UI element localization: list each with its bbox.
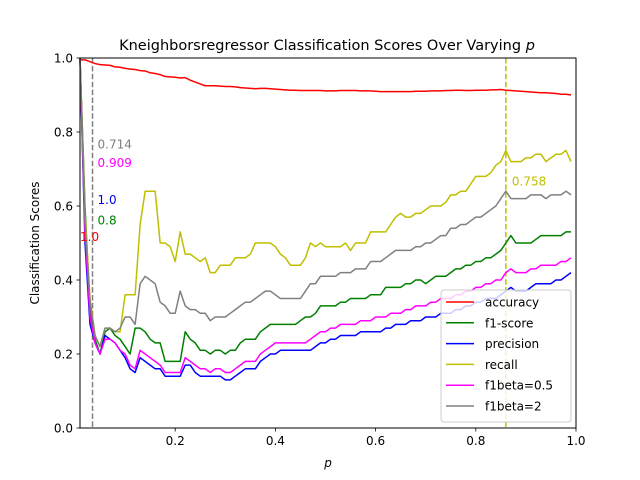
- x-tick-label: 0.8: [466, 434, 485, 448]
- y-axis-ticks: 0.0 0.2 0.4 0.6 0.8 1.0: [54, 51, 80, 435]
- series-line-f1-score: [79, 57, 571, 363]
- y-tick-label: 0.0: [54, 421, 73, 435]
- x-tick-label: 0.6: [366, 434, 385, 448]
- chart-title: Kneighborsregressor Classification Score…: [119, 38, 535, 54]
- y-tick-label: 1.0: [54, 51, 73, 65]
- annotation-label-3: 0.8: [98, 214, 117, 228]
- plot-area: 0.714 0.909 1.0 0.8 1.0 0.758: [79, 57, 572, 428]
- x-tick-label: 0.2: [166, 434, 185, 448]
- legend-label: precision: [485, 337, 539, 351]
- legend-items: accuracy f1-score precision recall f1beta=0.…: [446, 296, 553, 414]
- annotations: 0.714 0.909 1.0 0.8 1.0 0.758: [80, 138, 546, 245]
- chart-title-variable: p: [525, 38, 535, 54]
- x-tick-label: 1.0: [566, 434, 585, 448]
- annotation-label-5: 0.758: [512, 175, 546, 189]
- y-tick-label: 0.2: [54, 347, 73, 361]
- x-axis-ticks: 0.2 0.4 0.6 0.8 1.0: [166, 428, 586, 448]
- y-tick-label: 0.4: [54, 273, 73, 287]
- y-tick-label: 0.8: [54, 125, 73, 139]
- series-line-f1beta-2: [79, 57, 572, 348]
- annotation-label-1: 0.909: [98, 156, 132, 170]
- plot-frame: [79, 57, 577, 429]
- legend-label: recall: [485, 358, 518, 372]
- legend-label: f1-score: [485, 316, 533, 330]
- x-axis-label: p: [323, 456, 332, 470]
- series-line-f1beta-0-5: [79, 57, 572, 374]
- legend-label: f1beta=2: [485, 400, 542, 414]
- legend: accuracy f1-score precision recall f1beta=0.…: [440, 289, 572, 423]
- y-tick-label: 0.6: [54, 199, 73, 213]
- legend-label: accuracy: [485, 296, 539, 310]
- annotation-label-0: 0.714: [98, 138, 132, 152]
- y-axis-label: Classification Scores: [28, 181, 42, 304]
- annotation-label-4: 1.0: [80, 230, 99, 244]
- x-tick-label: 0.4: [266, 434, 285, 448]
- chart-title-text: Kneighborsregressor Classification Score…: [119, 38, 526, 54]
- annotation-label-2: 1.0: [98, 193, 117, 207]
- series-lines: [79, 57, 572, 381]
- series-line-recall: [79, 57, 572, 348]
- legend-label: f1beta=0.5: [485, 379, 553, 393]
- series-line-accuracy: [80, 59, 572, 96]
